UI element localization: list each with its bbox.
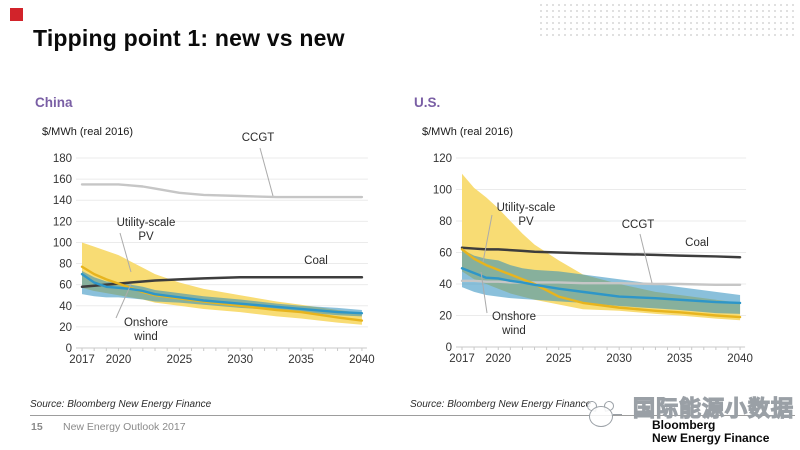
page-title: Tipping point 1: new vs new (33, 25, 345, 51)
svg-text:160: 160 (53, 174, 72, 186)
svg-text:80: 80 (59, 259, 72, 271)
y-axis-unit-us: $/MWh (real 2016) (422, 126, 514, 138)
svg-text:120: 120 (433, 153, 452, 165)
annotation-coal-china: Coal (304, 255, 328, 267)
chart-heading-us: U.S. (414, 95, 441, 110)
svg-text:100: 100 (433, 185, 452, 197)
svg-text:120: 120 (53, 216, 72, 228)
svg-text:2040: 2040 (349, 354, 375, 366)
annotation-ccgt-us: CCGT (621, 219, 655, 231)
chart-heading-china: China (35, 95, 73, 110)
annotation-wind-china: Onshore wind (123, 317, 169, 344)
svg-text:2025: 2025 (167, 354, 193, 366)
dot-pattern-decoration (538, 2, 795, 40)
annotation-pv-china: Utility-scale PV (116, 217, 176, 244)
svg-text:2040: 2040 (727, 353, 753, 365)
svg-text:2025: 2025 (546, 353, 572, 365)
bloomberg-logo-line1: Bloomberg (652, 418, 716, 432)
svg-text:140: 140 (53, 195, 72, 207)
svg-text:2035: 2035 (667, 353, 693, 365)
svg-text:180: 180 (53, 153, 72, 165)
annotation-ccgt-china: CCGT (241, 132, 275, 144)
svg-text:2020: 2020 (106, 354, 132, 366)
svg-text:40: 40 (439, 279, 452, 291)
svg-text:20: 20 (439, 311, 452, 323)
svg-text:2035: 2035 (288, 354, 314, 366)
svg-text:2030: 2030 (606, 353, 632, 365)
watermark-cat-icon (585, 400, 622, 429)
source-note-us: Source: Bloomberg New Energy Finance (410, 399, 592, 410)
svg-text:80: 80 (439, 216, 452, 228)
watermark-text: 国际能源小数据 (632, 396, 795, 421)
svg-text:2030: 2030 (227, 354, 253, 366)
svg-text:40: 40 (59, 301, 72, 313)
y-axis-unit-china: $/MWh (real 2016) (42, 126, 134, 138)
annotation-wind-us: Onshore wind (491, 311, 537, 338)
svg-text:2017: 2017 (69, 354, 95, 366)
footer-divider (30, 415, 795, 416)
source-note-china: Source: Bloomberg New Energy Finance (30, 399, 212, 410)
report-name: New Energy Outlook 2017 (63, 421, 186, 433)
svg-text:100: 100 (53, 237, 72, 249)
annotation-coal-us: Coal (685, 237, 709, 249)
svg-text:60: 60 (439, 248, 452, 260)
slide-accent-square (10, 8, 23, 21)
svg-text:0: 0 (446, 342, 452, 354)
annotation-pv-us: Utility-scale PV (496, 202, 556, 229)
svg-text:0: 0 (66, 343, 72, 355)
svg-text:20: 20 (59, 322, 72, 334)
svg-text:2017: 2017 (449, 353, 475, 365)
bloomberg-logo-line2: New Energy Finance (652, 431, 770, 445)
svg-text:2020: 2020 (485, 353, 511, 365)
page-number: 15 (31, 421, 43, 433)
svg-text:60: 60 (59, 280, 72, 292)
